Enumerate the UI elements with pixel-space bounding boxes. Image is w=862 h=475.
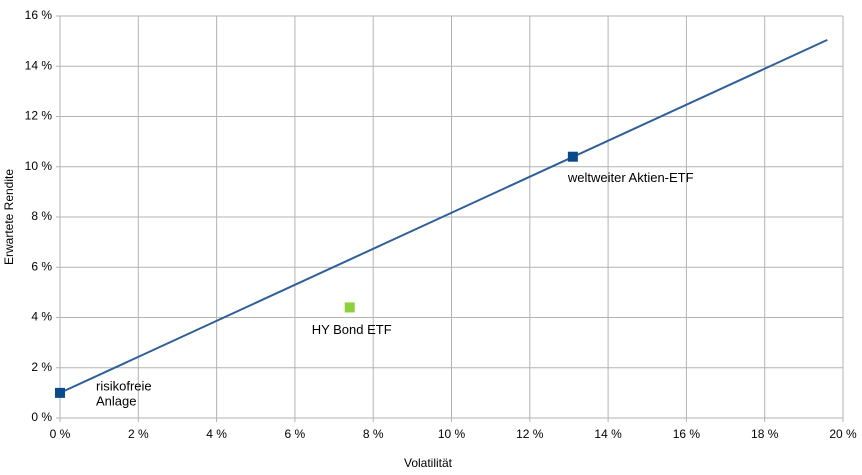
y-tick-label: 0 %	[31, 410, 52, 424]
x-tick-label: 2 %	[128, 427, 149, 441]
y-axis-title: Erwartete Rendite	[2, 169, 16, 265]
y-tick-label: 6 %	[31, 259, 52, 273]
y-tick-label: 16 %	[25, 8, 53, 22]
x-tick-label: 16 %	[673, 427, 701, 441]
point-label: Anlage	[96, 393, 136, 408]
x-tick-label: 18 %	[751, 427, 779, 441]
x-axis-title: Volatilität	[404, 456, 453, 470]
point-label: HY Bond ETF	[312, 322, 392, 337]
x-tick-label: 4 %	[206, 427, 227, 441]
y-tick-label: 12 %	[25, 109, 53, 123]
line	[59, 38, 828, 394]
x-tick-label: 20 %	[829, 427, 857, 441]
point-label: risikofreie	[96, 378, 152, 393]
y-tick-label: 8 %	[31, 209, 52, 223]
y-tick-label: 2 %	[31, 360, 52, 374]
y-tick-label: 4 %	[31, 310, 52, 324]
x-tick-label: 12 %	[516, 427, 544, 441]
point	[567, 151, 578, 162]
point	[344, 302, 355, 313]
x-tick-label: 8 %	[363, 427, 384, 441]
x-tick-label: 14 %	[594, 427, 622, 441]
x-tick-label: 0 %	[50, 427, 71, 441]
point	[55, 387, 65, 398]
point-label: weltweiter Aktien-ETF	[567, 170, 694, 185]
y-tick-label: 10 %	[25, 159, 53, 173]
x-tick-label: 6 %	[285, 427, 306, 441]
x-tick-label: 10 %	[438, 427, 466, 441]
y-tick-label: 14 %	[25, 58, 53, 72]
